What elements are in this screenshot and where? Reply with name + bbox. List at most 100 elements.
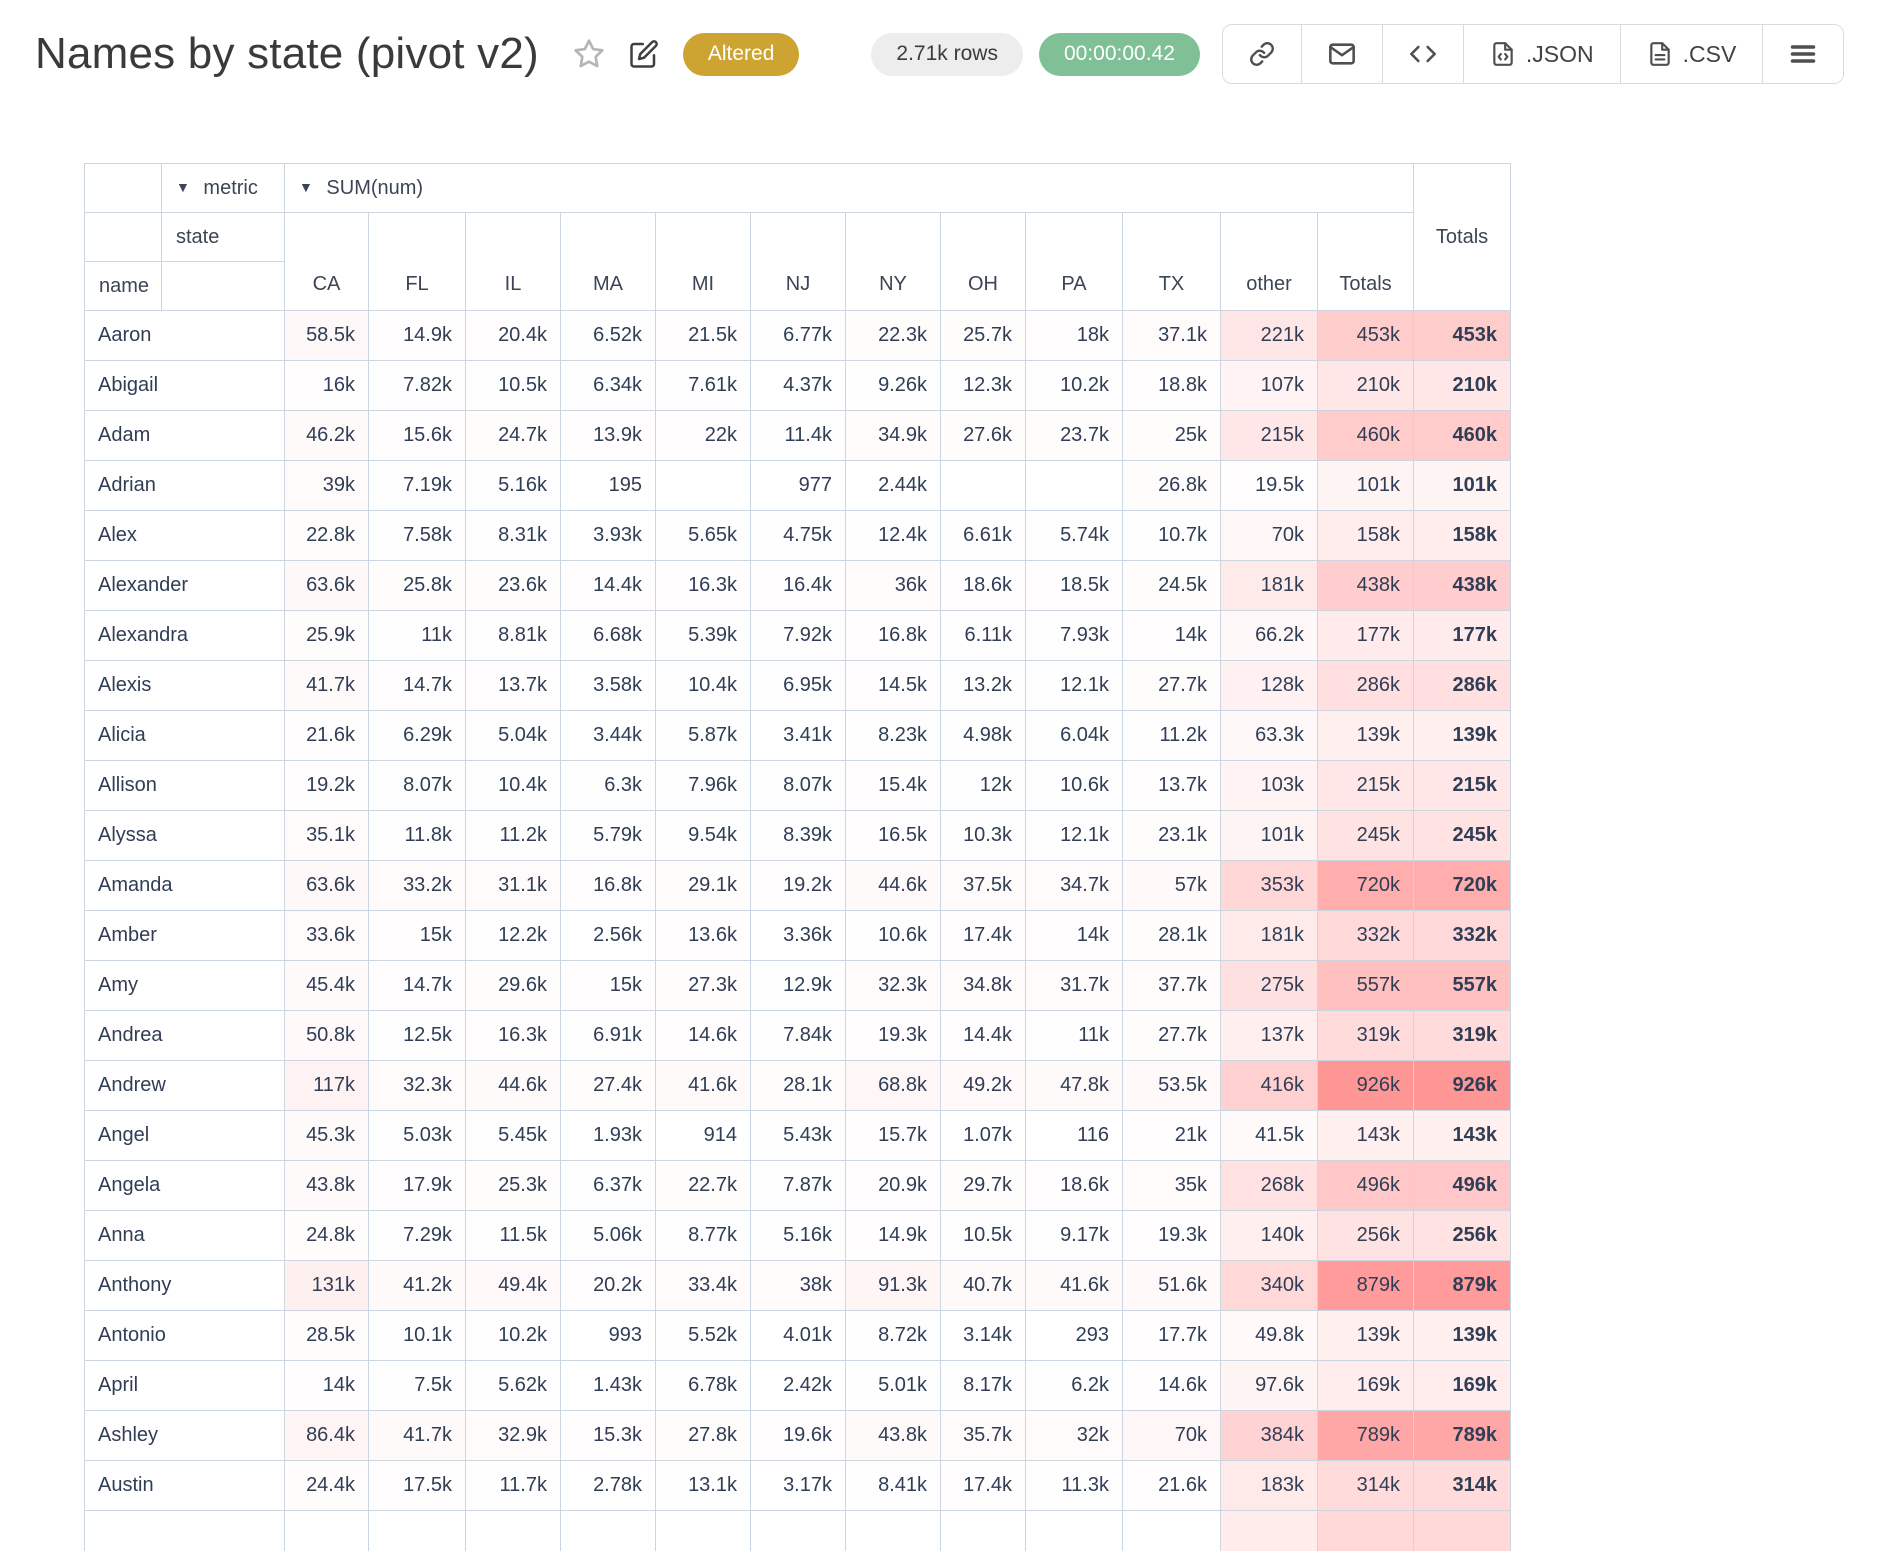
value-cell: 10.4k — [655, 660, 751, 711]
value-cell: 12.4k — [845, 510, 941, 561]
table-row: Amber 33.6k 15k 12.2k 2.56k 13.6k 3.36k 10.6k 17… — [84, 910, 1512, 961]
row-label: Allison — [84, 760, 285, 811]
row-grand-total-cell: 139k — [1413, 710, 1512, 761]
row-grand-total-cell: 789k — [1413, 1410, 1512, 1461]
value-cell: 12.3k — [940, 360, 1026, 411]
pivot-header-row: ▼ metric ▼ SUM(num) Totals — [84, 163, 1512, 311]
corner-spacer-cell — [161, 261, 285, 311]
table-row: Alexandra 25.9k 11k 8.81k 6.68k 5.39k 7.92k 16.… — [84, 610, 1512, 661]
copy-link-button[interactable] — [1222, 25, 1302, 83]
value-cell: 9.26k — [845, 360, 941, 411]
value-cell: 8.39k — [750, 810, 846, 861]
value-cell: 107k — [1220, 360, 1318, 411]
value-cell: 34.9k — [845, 410, 941, 461]
table-row: April 14k 7.5k 5.62k 1.43k 6.78k 2.42k 5.01k 8.1… — [84, 1360, 1512, 1411]
value-cell: 91.3k — [845, 1260, 941, 1311]
value-cell: 11.8k — [368, 810, 466, 861]
value-cell: 35.7k — [940, 1410, 1026, 1461]
value-cell: 37.1k — [1122, 310, 1221, 361]
value-cell: 15.7k — [845, 1110, 941, 1161]
mail-icon — [1328, 40, 1356, 68]
value-cell: 117k — [284, 1060, 369, 1111]
value-cell: 29.7k — [940, 1160, 1026, 1211]
table-row: Alyssa 35.1k 11.8k 11.2k 5.79k 9.54k 8.39k 16.5… — [84, 810, 1512, 861]
value-cell: 1.07k — [940, 1110, 1026, 1161]
value-cell: 41.6k — [1025, 1260, 1123, 1311]
pivot-header-row: state CA FL IL MA MI NJ NY OH PA TX other Totals — [84, 212, 1511, 311]
value-cell: 34.8k — [940, 960, 1026, 1011]
value-cell: 5.79k — [560, 810, 656, 861]
value-cell: 47.8k — [1025, 1060, 1123, 1111]
row-attr-label: name — [84, 261, 162, 311]
row-total-cell: 438k — [1316, 560, 1415, 611]
value-cell: 8.07k — [750, 760, 846, 811]
row-total-cell: 314k — [1316, 1460, 1415, 1511]
value-cell: 977 — [750, 460, 846, 511]
value-cell: 19.2k — [284, 760, 369, 811]
table-row: Alex 22.8k 7.58k 8.31k 3.93k 5.65k 4.75k 12.4k 6… — [84, 510, 1512, 561]
edit-button[interactable] — [629, 39, 659, 69]
value-cell: 17.7k — [1122, 1310, 1221, 1361]
value-cell: 10.4k — [465, 760, 561, 811]
value-cell: 181k — [1220, 560, 1318, 611]
value-cell: 58.5k — [284, 310, 369, 361]
value-cell: 6.78k — [655, 1360, 751, 1411]
more-menu-button[interactable] — [1763, 25, 1844, 83]
value-cell — [845, 1510, 941, 1551]
table-row: Austin 24.4k 17.5k 11.7k 2.78k 13.1k 3.17k 8.41… — [84, 1460, 1512, 1511]
value-cell: 10.6k — [1025, 760, 1123, 811]
row-label: Alicia — [84, 710, 285, 761]
value-cell: 7.29k — [368, 1210, 466, 1261]
row-label: Angel — [84, 1110, 285, 1161]
value-cell: 15.3k — [560, 1410, 656, 1461]
download-json-button[interactable]: .JSON — [1463, 25, 1621, 83]
value-cell: 7.19k — [368, 460, 466, 511]
value-cell: 14.6k — [1122, 1360, 1221, 1411]
edit-icon — [629, 39, 659, 69]
value-cell: 6.29k — [368, 710, 466, 761]
value-cell: 5.45k — [465, 1110, 561, 1161]
value-cell: 37.7k — [1122, 960, 1221, 1011]
row-grand-total-cell: 319k — [1413, 1010, 1512, 1061]
value-cell: 12.1k — [1025, 660, 1123, 711]
row-total-cell: 496k — [1316, 1160, 1415, 1211]
favorite-button[interactable] — [573, 38, 605, 70]
menu-icon — [1789, 40, 1817, 68]
value-cell: 10.5k — [940, 1210, 1026, 1261]
value-cell: 11k — [1025, 1010, 1123, 1061]
code-icon — [1409, 40, 1437, 68]
value-cell: 27.7k — [1122, 1010, 1221, 1061]
row-total-cell: 453k — [1316, 310, 1415, 361]
email-button[interactable] — [1301, 25, 1383, 83]
value-cell: 128k — [1220, 660, 1318, 711]
value-cell: 384k — [1220, 1410, 1318, 1461]
col-header-il: IL — [465, 212, 561, 311]
download-csv-button[interactable]: .CSV — [1620, 25, 1764, 83]
value-cell: 24.7k — [465, 410, 561, 461]
grand-totals-header: Totals — [1413, 163, 1512, 311]
value-cell: 11k — [368, 610, 466, 661]
value-cell: 49.4k — [465, 1260, 561, 1311]
value-cell: 39k — [284, 460, 369, 511]
metric-value-dropdown[interactable]: ▼ SUM(num) — [283, 163, 1415, 213]
metric-value-label: SUM(num) — [320, 176, 424, 199]
json-button-label: .JSON — [1525, 40, 1594, 67]
value-cell: 57k — [1122, 860, 1221, 911]
value-cell: 33.2k — [368, 860, 466, 911]
embed-code-button[interactable] — [1382, 25, 1464, 83]
value-cell: 15k — [560, 960, 656, 1011]
row-grand-total-cell: 169k — [1413, 1360, 1512, 1411]
value-cell: 37.5k — [940, 860, 1026, 911]
metric-axis-dropdown[interactable]: ▼ metric — [161, 163, 285, 213]
value-cell: 5.43k — [750, 1110, 846, 1161]
value-cell: 6.3k — [560, 760, 656, 811]
row-label: April — [84, 1360, 285, 1411]
value-cell: 18.5k — [1025, 560, 1123, 611]
value-cell: 7.5k — [368, 1360, 466, 1411]
value-cell: 3.44k — [560, 710, 656, 761]
value-cell: 416k — [1220, 1060, 1318, 1111]
value-cell: 41.7k — [284, 660, 369, 711]
value-cell: 12.5k — [368, 1010, 466, 1061]
col-attr-label: state — [161, 212, 285, 262]
value-cell: 5.03k — [368, 1110, 466, 1161]
